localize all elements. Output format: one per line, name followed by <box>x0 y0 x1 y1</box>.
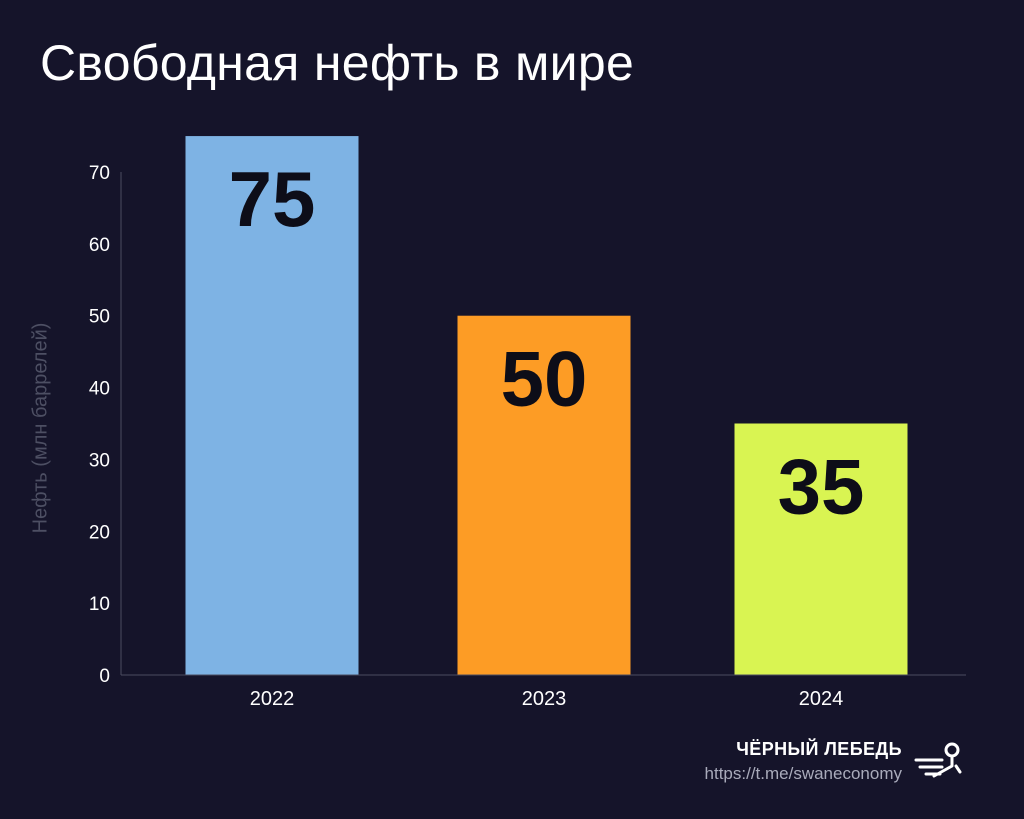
y-tick-label: 40 <box>89 379 110 400</box>
x-tick-label: 2022 <box>250 688 295 710</box>
brand-block: ЧЁРНЫЙ ЛЕБЕДЬ https://t.me/swaneconomy <box>705 738 902 788</box>
brand-url-link[interactable]: https://t.me/swaneconomy <box>704 764 902 783</box>
y-tick-label: 0 <box>99 666 110 687</box>
bar-2023 <box>457 315 631 675</box>
y-axis-ticks: 0 10 20 30 40 50 60 70 <box>89 163 110 687</box>
bar-2022 <box>185 136 359 676</box>
x-axis-ticks: 2022 2023 2024 <box>250 688 844 710</box>
y-tick-label: 70 <box>89 163 110 184</box>
y-tick-label: 60 <box>89 235 110 256</box>
bars-group: 75 50 35 <box>185 136 908 676</box>
chart-title: Свободная нефть в мире <box>40 35 635 91</box>
swan-logo-icon <box>914 742 962 778</box>
bar-value-label: 35 <box>778 443 865 531</box>
y-tick-label: 50 <box>89 307 110 328</box>
bar-value-label: 50 <box>501 335 588 423</box>
y-tick-label: 20 <box>89 522 110 543</box>
brand-name: ЧЁРНЫЙ ЛЕБЕДЬ <box>736 739 902 759</box>
x-tick-label: 2023 <box>522 688 567 710</box>
y-tick-label: 30 <box>89 450 110 471</box>
y-tick-label: 10 <box>89 594 110 615</box>
bar-2024 <box>734 423 908 675</box>
x-tick-label: 2024 <box>799 688 844 710</box>
bar-value-label: 75 <box>229 155 316 243</box>
